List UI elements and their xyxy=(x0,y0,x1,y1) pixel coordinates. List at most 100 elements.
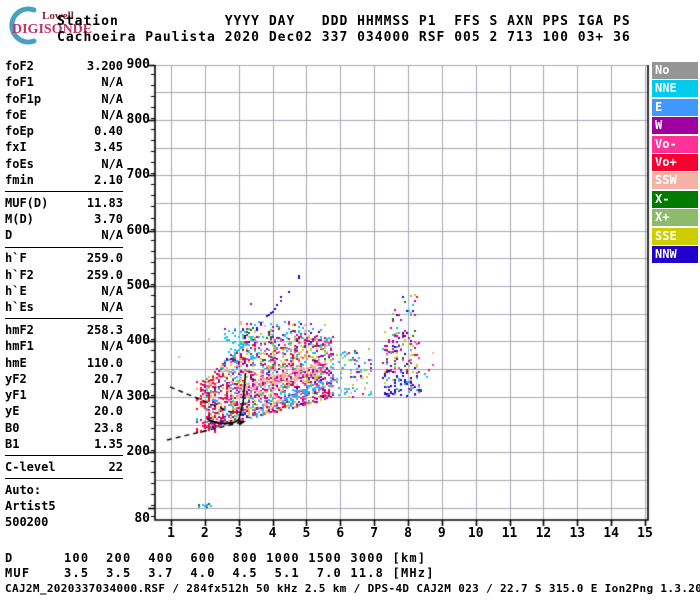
logo-lowell-text: Lowell xyxy=(42,10,74,22)
x-tick-label-13: 13 xyxy=(569,526,586,541)
param-label: hmF2 xyxy=(5,322,34,337)
param-value: 0.40 xyxy=(94,124,123,139)
header-column-labels: Station YYYY DAY DDD HHMMSS P1 FFS S AXN… xyxy=(57,14,631,29)
x-tick-label-5: 5 xyxy=(302,526,311,541)
param-label: yE xyxy=(5,404,20,419)
param-value: N/A xyxy=(101,75,123,90)
param-separator xyxy=(5,318,123,320)
legend-item-nnw: NNW xyxy=(652,246,698,263)
param-label: foEp xyxy=(5,124,34,139)
param-value: N/A xyxy=(101,228,123,243)
param-row-hes: h`Es N/A xyxy=(5,299,123,315)
y-tick-label-500: 500 xyxy=(126,278,150,294)
x-tick-label-9: 9 xyxy=(437,526,446,541)
x-tick-label-8: 8 xyxy=(404,526,412,541)
param-value: N/A xyxy=(101,91,123,106)
param-value: 23.8 xyxy=(94,420,123,435)
param-label: foF1p xyxy=(5,91,42,106)
param-row-ye: yE 20.0 xyxy=(5,403,123,419)
legend-item-ssw: SSW xyxy=(652,172,698,190)
param-label: yF2 xyxy=(5,371,27,386)
x-tick-label-10: 10 xyxy=(467,526,484,541)
param-row-foes: foEs N/A xyxy=(5,156,123,172)
legend-item-noval: No Val xyxy=(652,62,698,94)
param-label: foEs xyxy=(5,156,34,171)
param-value: 3.45 xyxy=(94,140,123,155)
param-row-clevel: C-level 22 xyxy=(5,459,123,475)
param-label: foE xyxy=(5,107,27,122)
file-status-line: CAJ2M_2020337034000.RSF / 284fx512h 50 k… xyxy=(5,582,700,595)
param-value: 259.0 xyxy=(86,251,123,266)
param-label: h`Es xyxy=(5,300,34,315)
param-value: N/A xyxy=(101,107,123,122)
x-tick-label-6: 6 xyxy=(336,526,345,541)
param-label: fxI xyxy=(5,140,27,155)
param-value: 1.35 xyxy=(94,437,123,452)
param-row-foep: foEp 0.40 xyxy=(5,123,123,139)
param-label: h`F2 xyxy=(5,267,34,282)
legend-item-x-: X- xyxy=(652,190,698,208)
param-row-hme: hmE 110.0 xyxy=(5,355,123,371)
autoscaling-info: Auto: xyxy=(5,482,42,497)
param-value: 11.83 xyxy=(86,195,123,210)
y-tick-label-900: 900 xyxy=(126,56,150,72)
param-label: B0 xyxy=(5,420,20,435)
legend-item-e: E xyxy=(652,98,698,116)
y-tick-label-800: 800 xyxy=(126,112,150,128)
legend-item-sse: SSE xyxy=(652,227,698,245)
param-label: MUF(D) xyxy=(5,195,49,210)
param-label: B1 xyxy=(5,437,20,452)
legend-item-vo-: Vo- xyxy=(652,135,698,153)
param-row-b0: B0 23.8 xyxy=(5,420,123,436)
param-separator xyxy=(5,191,123,193)
param-label: hmE xyxy=(5,355,27,370)
distance-row: D 100 200 400 600 800 1000 1500 3000 [km… xyxy=(5,551,427,565)
param-row-hf2: h`F2 259.0 xyxy=(5,267,123,283)
param-row-foe: foE N/A xyxy=(5,107,123,123)
param-row-mufd: MUF(D) 11.83 xyxy=(5,195,123,211)
param-label: fmin xyxy=(5,173,34,188)
param-value: 259.0 xyxy=(86,267,123,282)
x-tick-label-14: 14 xyxy=(603,526,619,541)
x-tick-label-3: 3 xyxy=(234,526,243,541)
param-label: h`E xyxy=(5,283,27,298)
legend-item-w: W xyxy=(652,117,698,135)
param-value: 20.0 xyxy=(94,404,123,419)
param-row-hmf2: hmF2 258.3 xyxy=(5,322,123,338)
param-value: 110.0 xyxy=(86,355,123,370)
param-value: N/A xyxy=(101,283,123,298)
param-value: N/A xyxy=(101,388,123,403)
param-value: 22 xyxy=(108,459,123,474)
param-row-fof1p: foF1p N/A xyxy=(5,91,123,107)
param-value: 2.10 xyxy=(94,173,123,188)
param-separator xyxy=(5,455,123,457)
param-row-hmf1: hmF1 N/A xyxy=(5,338,123,354)
y-tick-label-700: 700 xyxy=(126,167,150,183)
param-row-hf: h`F 259.0 xyxy=(5,250,123,266)
digisonde-arc-icon xyxy=(9,6,37,45)
x-tick-label-15: 15 xyxy=(637,526,653,541)
param-separator xyxy=(5,478,123,480)
param-row-fof1: foF1 N/A xyxy=(5,74,123,90)
param-label: h`F xyxy=(5,251,27,266)
param-label: D xyxy=(5,228,13,243)
x-tick-label-12: 12 xyxy=(535,526,552,541)
param-label: foF2 xyxy=(5,59,34,73)
x-tick-label-2: 2 xyxy=(200,526,209,541)
param-row-b1: B1 1.35 xyxy=(5,436,123,452)
x-tick-label-7: 7 xyxy=(370,526,379,541)
y-tick-label-200: 200 xyxy=(126,444,150,460)
lowell-digisonde-logo: Lowell DIGISONDE xyxy=(5,3,125,47)
param-separator xyxy=(5,246,123,248)
param-value: 3.70 xyxy=(94,212,123,227)
x-tick-label-11: 11 xyxy=(501,526,518,541)
y-tick-label-400: 400 xyxy=(126,333,150,349)
legend-item-nne: NNE xyxy=(652,80,698,98)
param-row-fof2: foF2 3.200 xyxy=(5,58,123,74)
param-value: N/A xyxy=(101,300,123,315)
param-label: M(D) xyxy=(5,212,34,227)
param-value: 3.200 xyxy=(86,59,123,73)
param-label: yF1 xyxy=(5,388,27,403)
param-row-yf1: yF1 N/A xyxy=(5,387,123,403)
